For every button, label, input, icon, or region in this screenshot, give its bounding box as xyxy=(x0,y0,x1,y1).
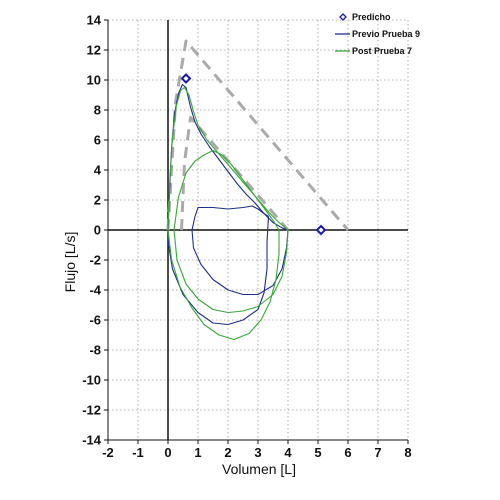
post-test-curve xyxy=(167,86,289,231)
predicted-reference-curve xyxy=(166,39,350,231)
x-tick-label: -1 xyxy=(132,445,144,460)
x-tick-label: 1 xyxy=(194,445,201,460)
x-tick-label: 3 xyxy=(254,445,261,460)
predicted-marker xyxy=(315,224,327,236)
predicted-marker xyxy=(180,73,192,84)
post-test-curve xyxy=(173,149,289,314)
y-tick-label: 6 xyxy=(94,133,101,148)
reference-curves xyxy=(166,39,350,231)
y-tick-label: 0 xyxy=(94,223,101,238)
x-tick-label: 2 xyxy=(224,445,231,460)
legend-predicted-swatch xyxy=(339,13,347,21)
x-tick-label: 5 xyxy=(314,445,321,460)
y-tick-label: 8 xyxy=(94,103,101,118)
y-tick-label: 2 xyxy=(94,193,101,208)
x-tick-label: 7 xyxy=(374,445,381,460)
post-test-curve xyxy=(167,229,280,341)
y-tick-label: -12 xyxy=(82,403,101,418)
y-tick-label: -8 xyxy=(89,343,101,358)
predicted-markers xyxy=(180,73,327,236)
pre-test-curve xyxy=(167,216,270,326)
series-curves xyxy=(167,83,289,341)
y-tick-label: 12 xyxy=(87,43,101,58)
legend-predicted-label: Predicho xyxy=(352,12,391,22)
x-tick-label: 6 xyxy=(344,445,351,460)
x-tick-label: -2 xyxy=(102,445,114,460)
predicted-reference-curve xyxy=(180,116,290,231)
tick-labels: -2 -1 0 1 2 3 4 5 6 7 8-14-12-10-8-6-4-20246810121… xyxy=(82,13,411,461)
y-tick-label: 4 xyxy=(94,163,102,178)
legend-pre-label: Previo Prueba 9 xyxy=(352,29,420,39)
x-tick-label: 8 xyxy=(404,445,411,460)
y-tick-label: 14 xyxy=(87,13,102,28)
y-tick-label: -6 xyxy=(89,313,101,328)
y-axis-label: Flujo [L/s] xyxy=(62,232,78,293)
y-tick-label: -2 xyxy=(89,253,101,268)
y-tick-label: -4 xyxy=(89,283,101,298)
legend-post-label: Post Prueba 7 xyxy=(352,46,412,56)
x-tick-label: 4 xyxy=(284,445,292,460)
x-axis-label: Volumen [L] xyxy=(222,461,296,477)
y-tick-label: 10 xyxy=(87,73,101,88)
y-tick-label: -10 xyxy=(82,373,101,388)
x-tick-label: 0 xyxy=(164,445,171,460)
pre-test-curve xyxy=(191,205,289,296)
legend: Predicho Previo Prueba 9 Post Prueba 7 xyxy=(335,12,420,56)
y-tick-label: -14 xyxy=(82,433,102,448)
